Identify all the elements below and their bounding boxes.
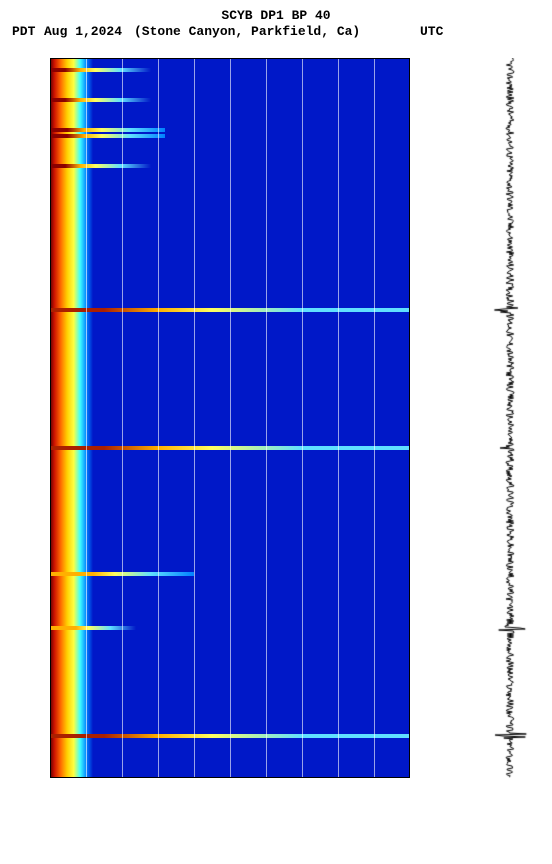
tz-right-label: UTC xyxy=(420,24,443,39)
waveform-strip xyxy=(490,58,530,778)
gridline xyxy=(158,58,159,778)
event-streak xyxy=(50,68,151,72)
gridline xyxy=(86,58,87,778)
waveform-canvas xyxy=(490,58,530,778)
event-streak xyxy=(50,98,151,102)
title-station: SCYB DP1 BP 40 xyxy=(0,8,552,23)
gridline xyxy=(374,58,375,778)
event-streak xyxy=(50,134,165,138)
gridline xyxy=(266,58,267,778)
gridline xyxy=(194,58,195,778)
event-streak xyxy=(50,164,151,168)
event-streak xyxy=(50,128,165,132)
tz-left-label: PDT xyxy=(12,24,35,39)
date-label: Aug 1,2024 xyxy=(44,24,122,39)
spectrogram-plot: 14:0014:1014:2014:3014:4014:5015:0015:10… xyxy=(50,58,410,778)
gridline xyxy=(230,58,231,778)
gridline xyxy=(302,58,303,778)
gridline xyxy=(122,58,123,778)
page: SCYB DP1 BP 40 PDT Aug 1,2024 (Stone Can… xyxy=(0,0,552,864)
event-streak xyxy=(50,626,136,630)
location-label: (Stone Canyon, Parkfield, Ca) xyxy=(134,24,360,39)
gridline xyxy=(338,58,339,778)
